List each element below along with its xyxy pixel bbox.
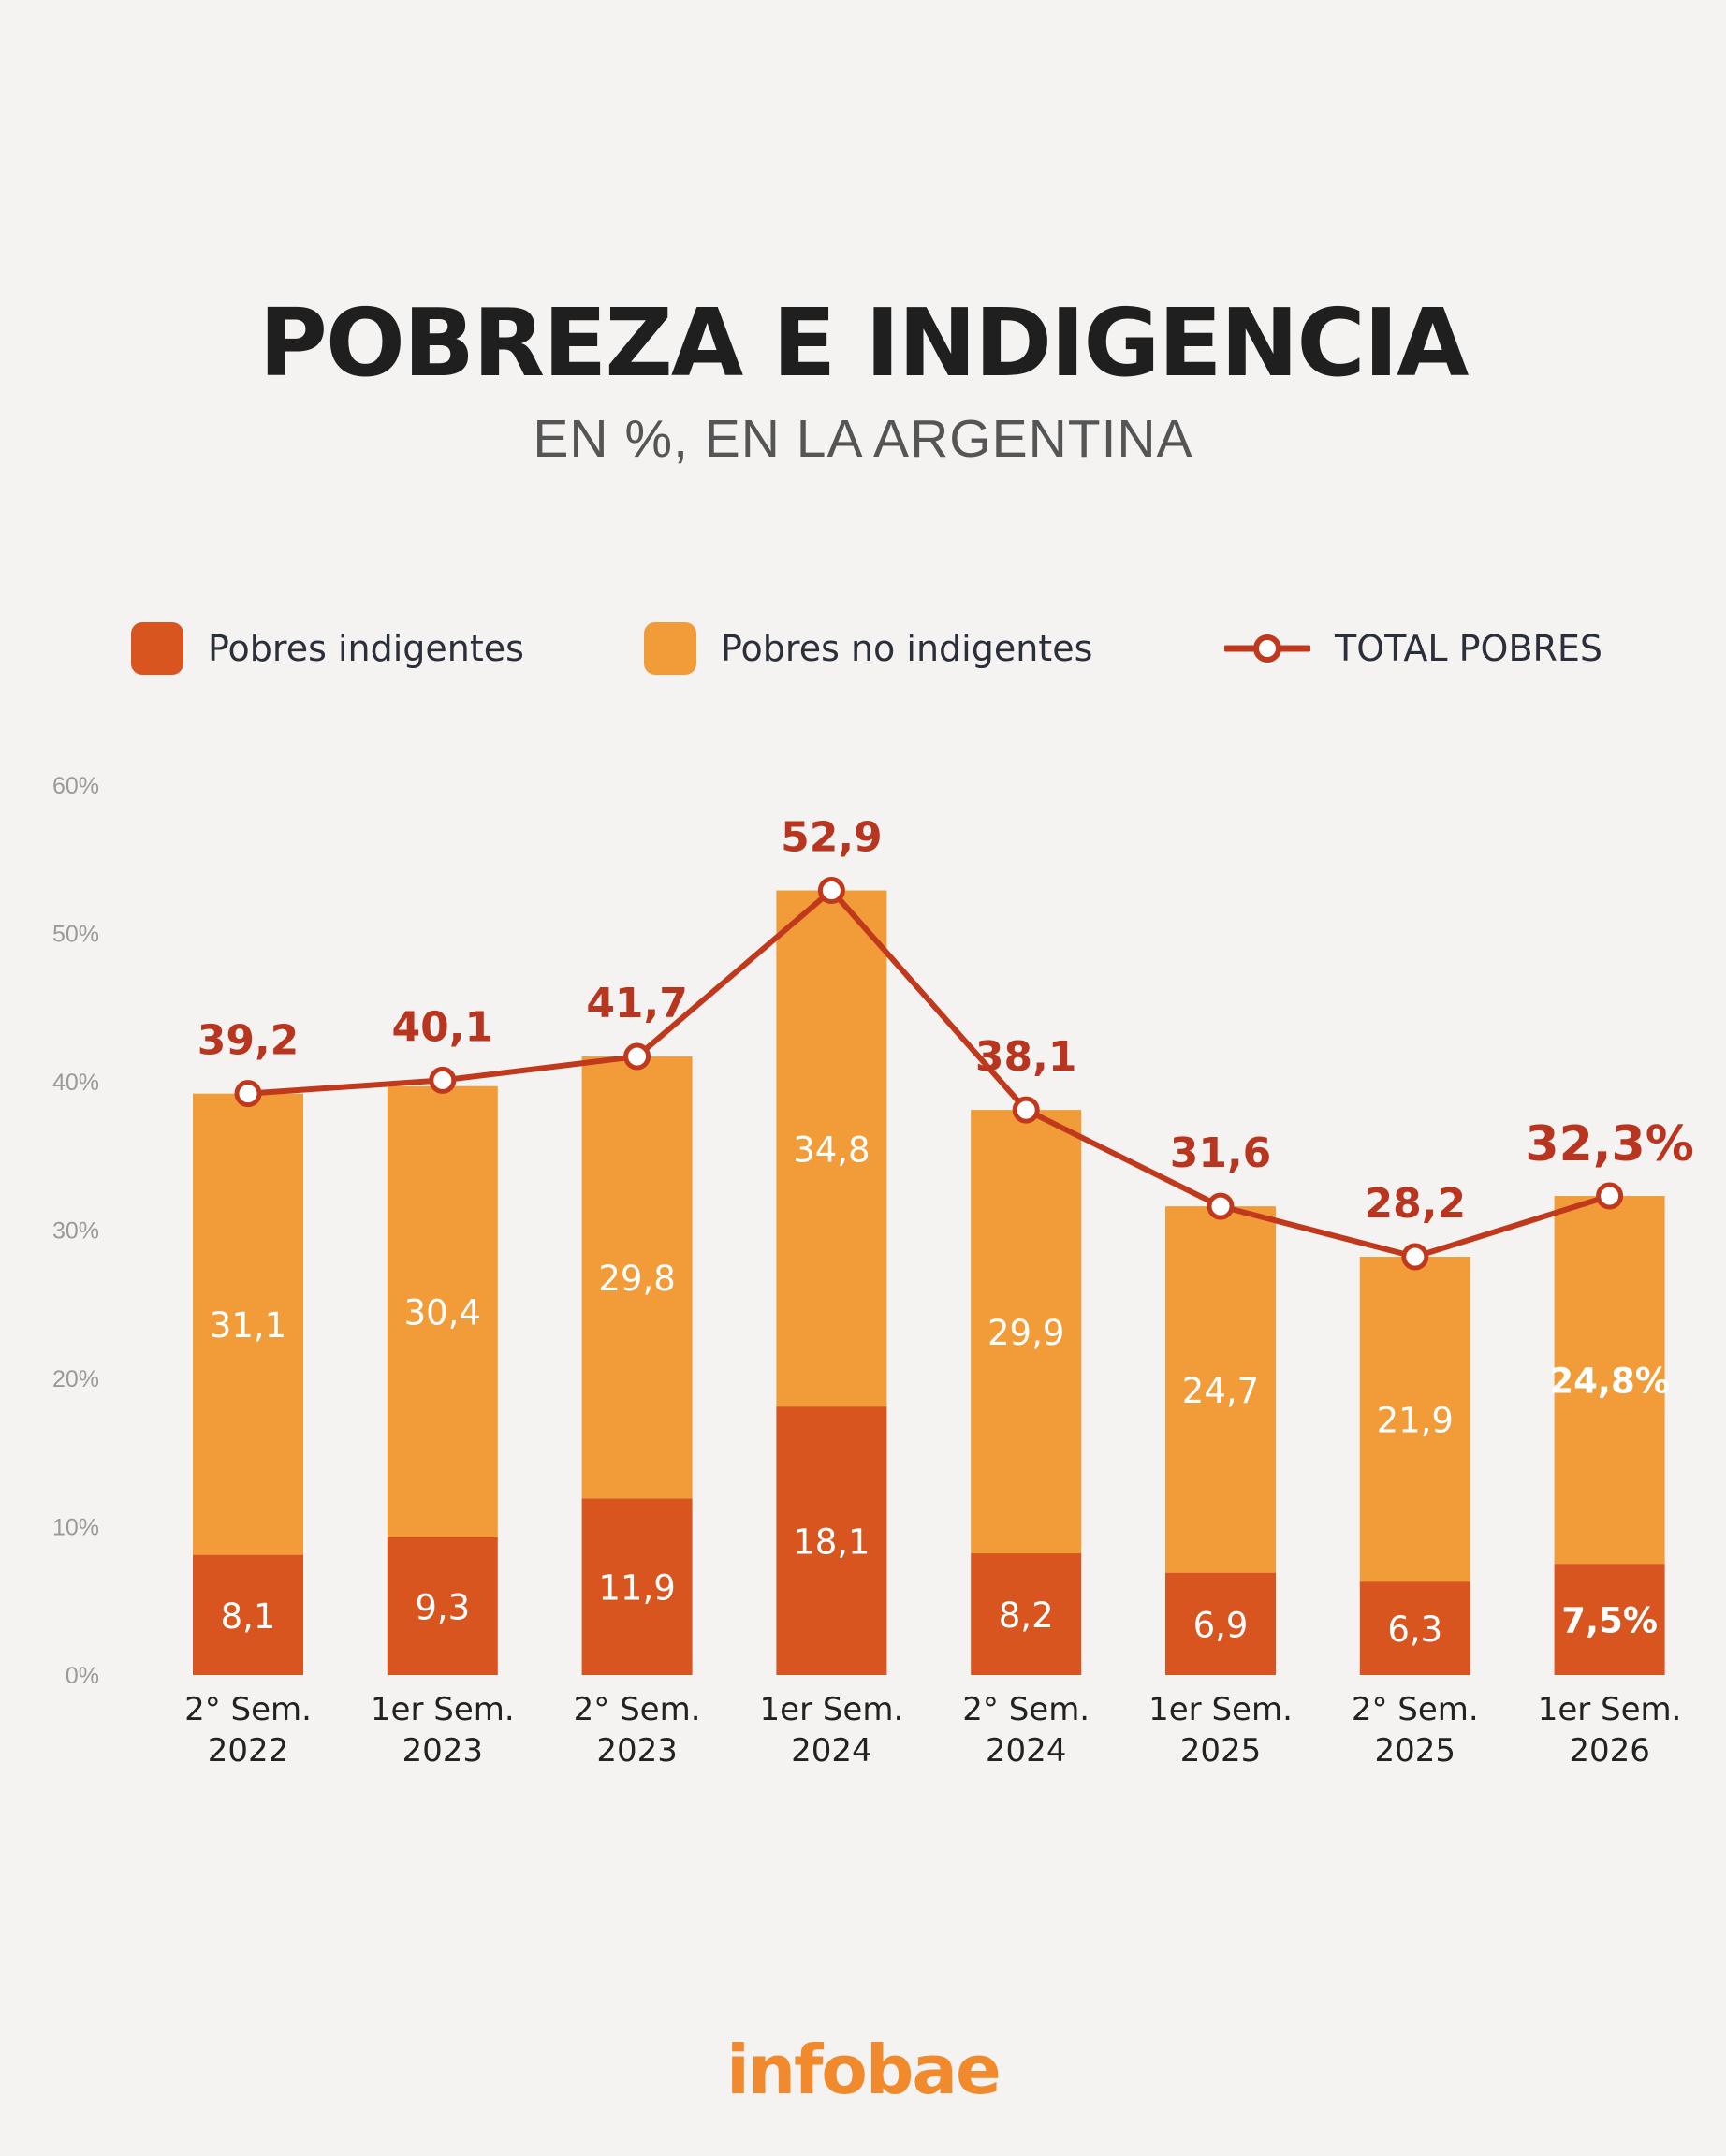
bar-label-no-indigentes: 24,7 (1182, 1371, 1259, 1411)
bar-label-indigentes: 7,5% (1561, 1601, 1658, 1641)
bar-label-no-indigentes: 29,9 (987, 1313, 1064, 1353)
total-pobres-line (247, 887, 1611, 1260)
x-tick-label-line1: 1er Sem. (1538, 1691, 1682, 1728)
bar-label-indigentes: 8,2 (999, 1595, 1054, 1636)
total-pobres-marker (1207, 1192, 1235, 1220)
y-tick-label: 0% (66, 1663, 99, 1689)
y-tick-label: 30% (52, 1218, 99, 1245)
total-pobres-marker (817, 877, 845, 905)
total-pobres-label: 32,3% (1525, 1116, 1693, 1173)
total-pobres-label: 52,9 (781, 814, 883, 862)
x-tick-label-line2: 2025 (1375, 1732, 1456, 1770)
x-tick-label-line2: 2024 (791, 1732, 872, 1770)
bar-label-indigentes: 8,1 (221, 1596, 276, 1637)
x-tick-label-line1: 2° Sem. (574, 1691, 701, 1728)
y-tick-label: 50% (52, 922, 99, 948)
infobae-logo: infobae (726, 2031, 1002, 2109)
y-tick-label: 40% (52, 1070, 99, 1096)
chart-title: POBREZA E INDIGENCIA (258, 288, 1470, 398)
bar-indigentes (1165, 1572, 1276, 1675)
total-pobres-marker (1401, 1243, 1429, 1271)
x-tick-label-line1: 2° Sem. (1352, 1691, 1479, 1728)
legend-label-total: TOTAL POBRES (1335, 628, 1603, 669)
bar-no-indigentes (581, 1056, 693, 1499)
total-pobres-label: 41,7 (586, 980, 688, 1027)
legend-item-total: TOTAL POBRES (1224, 618, 1602, 679)
chart-subtitle: EN %, EN LA ARGENTINA (533, 409, 1193, 469)
bar-label-indigentes: 9,3 (415, 1587, 470, 1627)
total-pobres-marker (429, 1066, 457, 1094)
total-pobres-marker (623, 1042, 651, 1071)
x-tick-label-line1: 1er Sem. (1148, 1691, 1293, 1728)
total-pobres-label: 38,1 (975, 1033, 1077, 1081)
bar-indigentes (1359, 1581, 1470, 1675)
legend-line-total-icon (1224, 634, 1310, 663)
bar-no-indigentes (971, 1110, 1082, 1554)
x-tick-label-line2: 2024 (986, 1732, 1067, 1770)
total-pobres-label: 40,1 (392, 1003, 494, 1051)
x-tick-label-line1: 1er Sem. (371, 1691, 515, 1728)
bar-label-indigentes: 6,3 (1387, 1610, 1442, 1650)
x-tick-label-line1: 1er Sem. (760, 1691, 904, 1728)
bar-indigentes (971, 1553, 1082, 1675)
bar-label-indigentes: 18,1 (793, 1522, 870, 1563)
bar-no-indigentes (776, 890, 887, 1407)
bar-no-indigentes (1554, 1196, 1665, 1565)
x-tick-label-line2: 2026 (1569, 1732, 1650, 1770)
legend-swatch-indigentes (131, 622, 183, 675)
bar-no-indigentes (1165, 1206, 1276, 1573)
bar-no-indigentes (193, 1093, 303, 1555)
bar-label-indigentes: 6,9 (1193, 1605, 1249, 1645)
bar-indigentes (387, 1537, 498, 1675)
x-tick-label-line1: 2° Sem. (962, 1691, 1090, 1728)
total-pobres-label: 28,2 (1365, 1180, 1467, 1228)
bar-label-no-indigentes: 21,9 (1377, 1401, 1454, 1441)
bar-label-no-indigentes: 30,4 (404, 1293, 481, 1333)
x-tick-label-line2: 2023 (402, 1732, 484, 1770)
total-pobres-label: 39,2 (197, 1017, 300, 1065)
bar-indigentes (776, 1406, 887, 1675)
poverty-chart: 0% 10% 20% 30% 40% 50% 60% 8,1 31,1 2° Sem. 2022 9,… (52, 773, 1694, 1770)
legend-swatch-no-indigentes (644, 622, 696, 675)
bar-no-indigentes (1359, 1257, 1470, 1582)
x-tick-label-line2: 2025 (1180, 1732, 1262, 1770)
total-pobres-marker (234, 1080, 262, 1108)
legend-label-indigentes: Pobres indigentes (208, 628, 524, 669)
bar-label-no-indigentes: 34,8 (793, 1129, 870, 1170)
legend-label-no-indigentes: Pobres no indigentes (721, 628, 1093, 669)
y-tick-label: 60% (52, 773, 99, 799)
bar-label-no-indigentes: 31,1 (210, 1305, 286, 1346)
x-tick-label-line1: 2° Sem. (184, 1691, 312, 1728)
bar-indigentes (193, 1554, 303, 1675)
total-pobres-label: 31,6 (1170, 1129, 1272, 1177)
bar-label-no-indigentes: 29,8 (598, 1259, 675, 1299)
legend-item-no-indigentes: Pobres no indigentes (644, 618, 1092, 679)
bar-indigentes (581, 1498, 693, 1675)
bar-label-indigentes: 11,9 (598, 1568, 675, 1609)
x-tick-label-line2: 2022 (208, 1732, 289, 1770)
total-pobres-marker (1012, 1096, 1040, 1124)
bar-no-indigentes (387, 1085, 498, 1537)
y-tick-label: 10% (52, 1515, 99, 1541)
y-tick-label: 20% (52, 1366, 99, 1392)
total-pobres-marker (1596, 1182, 1624, 1210)
x-tick-label-line2: 2023 (596, 1732, 678, 1770)
bar-indigentes (1554, 1564, 1665, 1675)
bar-label-no-indigentes: 24,8% (1549, 1362, 1669, 1402)
legend-item-indigentes: Pobres indigentes (131, 618, 524, 679)
